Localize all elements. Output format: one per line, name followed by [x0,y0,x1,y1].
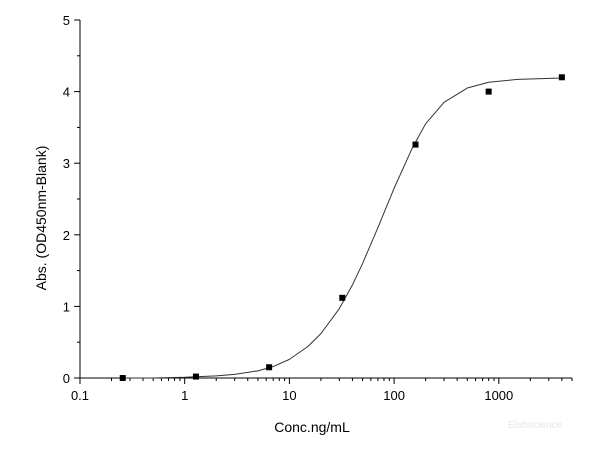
axes: 0 1 2 3 4 5 0.1 1 10 100 1000 [63,13,573,403]
data-points [119,74,565,381]
data-point [485,88,492,95]
fit-curve [121,77,562,379]
data-point [412,141,419,148]
y-tick-label: 4 [63,85,70,100]
x-tick-label: 1000 [484,388,513,403]
data-point [119,375,126,381]
data-point [558,74,565,81]
y-tick-label: 3 [63,156,70,171]
x-tick-label: 100 [383,388,405,403]
data-point [266,364,273,371]
y-axis-title: Abs. (OD450nm-Blank) [33,146,49,291]
fit-curve-layer [121,77,562,379]
data-point [339,294,346,301]
y-tick-label: 1 [63,299,70,314]
x-axis-title: Conc.ng/mL [274,419,350,435]
watermark: Elabscience [508,420,562,431]
y-tick-label: 5 [63,13,70,28]
y-tick-label: 2 [63,228,70,243]
x-tick-label: 1 [181,388,188,403]
x-tick-label: 0.1 [71,388,89,403]
data-point [192,373,199,380]
y-tick-label: 0 [63,371,70,386]
x-tick-label: 10 [282,388,296,403]
